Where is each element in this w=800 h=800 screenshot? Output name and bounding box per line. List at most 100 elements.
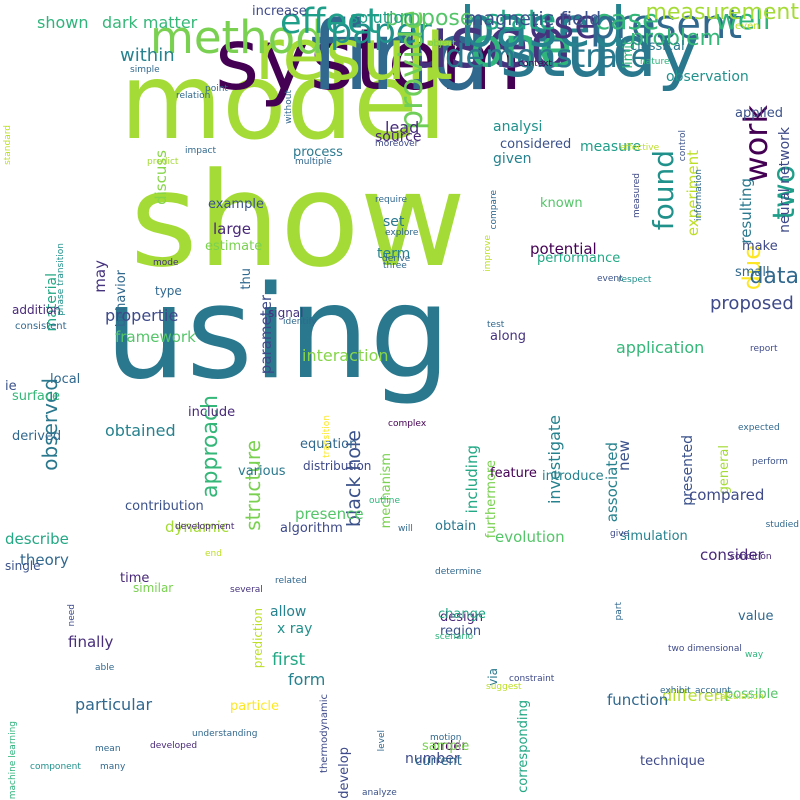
- word-within: within: [120, 45, 175, 66]
- word-x-ray: x ray: [277, 621, 313, 637]
- word-equation: equation: [300, 437, 358, 452]
- word-large: large: [213, 220, 252, 238]
- word-develop: develop: [337, 747, 352, 799]
- word-impact: impact: [185, 146, 216, 156]
- word-evolution: evolution: [495, 528, 565, 546]
- word-obtain: obtain: [435, 519, 477, 534]
- word-analysi: analysi: [493, 119, 543, 135]
- word-found: found: [647, 150, 680, 231]
- word-report: report: [750, 344, 778, 354]
- word-level: level: [377, 730, 387, 752]
- word-transition: transition: [322, 415, 332, 458]
- word-perform: perform: [752, 457, 788, 467]
- word-potential: potential: [530, 240, 597, 258]
- word-presence: presence: [295, 505, 364, 523]
- word-set: set: [383, 214, 405, 230]
- word-find: find: [310, 2, 491, 112]
- word-nature: nature: [640, 57, 670, 67]
- word-thu: thu: [239, 268, 254, 290]
- word-number: number: [405, 751, 460, 767]
- word-ie: ie: [5, 379, 17, 394]
- word-new: new: [615, 440, 633, 472]
- word-time: time: [120, 571, 150, 586]
- word-three: three: [383, 261, 407, 271]
- word-derive: derive: [382, 254, 411, 264]
- word-consistent: consistent: [15, 321, 67, 332]
- word-distribution: distribution: [303, 459, 372, 473]
- word-several: several: [230, 585, 263, 595]
- word-thermodynamic: thermodynamic: [319, 694, 330, 773]
- word-calculation: calculation: [715, 692, 764, 702]
- word-dynamic: dynamic: [165, 518, 230, 536]
- word-phase-transition: phase transition: [56, 243, 66, 316]
- word-context: context: [518, 59, 552, 69]
- word-multiple: multiple: [295, 157, 332, 167]
- word-neural-network: neural network: [777, 127, 793, 233]
- word-function: function: [607, 691, 669, 709]
- word-may: may: [91, 260, 109, 293]
- word-end: end: [205, 549, 222, 559]
- word-two-dimensional: two dimensional: [668, 644, 742, 654]
- word-demonstrate: demonstrate: [445, 37, 651, 75]
- word-shown: shown: [37, 13, 89, 32]
- word-finally: finally: [68, 633, 114, 651]
- word-design: design: [440, 610, 484, 625]
- word-related: related: [275, 576, 307, 586]
- word-show: show: [130, 144, 466, 296]
- word-particle: particle: [230, 699, 280, 714]
- word-data: data: [749, 264, 799, 289]
- word-present: present: [590, 2, 743, 48]
- word-suggest: suggest: [486, 682, 522, 692]
- word-particular: particular: [75, 695, 153, 714]
- word-complex: complex: [388, 419, 427, 429]
- word-addition: addition: [12, 303, 61, 317]
- word-mean: mean: [95, 744, 121, 754]
- word-developed: developed: [150, 741, 198, 751]
- word-use: use: [528, 2, 599, 48]
- word-object: object: [428, 39, 456, 49]
- word-scenario: scenario: [435, 632, 474, 642]
- word-example: example: [208, 197, 264, 212]
- word-investigate: investigate: [545, 415, 564, 505]
- word-part: part: [614, 602, 624, 621]
- word-problem: problem: [630, 26, 722, 51]
- word-propertie: propertie: [105, 306, 179, 325]
- word-given: given: [493, 151, 532, 167]
- word-measured: measured: [632, 173, 642, 218]
- word-along: along: [490, 329, 527, 344]
- word-based: based: [460, 0, 627, 59]
- word-will: will: [398, 524, 413, 534]
- word-technique: technique: [640, 754, 705, 769]
- word-different: different: [662, 686, 730, 705]
- word-lead: lead: [385, 118, 420, 137]
- word-analyze: analyze: [362, 788, 397, 798]
- word-observation: observation: [666, 69, 749, 85]
- word-surface: surface: [12, 389, 61, 404]
- word-identify: identify: [283, 317, 317, 327]
- word-considered: considered: [500, 137, 572, 152]
- word-information: information: [694, 169, 704, 221]
- word-algorithm: algorithm: [280, 521, 343, 536]
- word-value: value: [738, 609, 774, 624]
- word-make: make: [742, 239, 778, 254]
- word-development: development: [175, 522, 235, 532]
- word-obtained: obtained: [105, 421, 176, 440]
- word-classical: classical: [630, 39, 685, 54]
- word-effect: effect: [280, 2, 381, 42]
- word-increase: increase: [252, 4, 307, 19]
- word-propose: propose: [385, 6, 474, 31]
- word-contribution: contribution: [125, 499, 204, 514]
- word-way: way: [745, 650, 764, 660]
- word-known: known: [540, 196, 583, 211]
- word-explore: explore: [385, 228, 419, 238]
- word-study: study: [500, 9, 700, 93]
- word-first: first: [272, 650, 306, 670]
- word-understanding: understanding: [192, 729, 258, 739]
- word-measure: measure: [580, 139, 642, 155]
- word-respect: respect: [618, 275, 652, 285]
- word-moreover: moreover: [375, 139, 419, 149]
- word-measurement: measurement: [645, 0, 799, 25]
- word-case: case: [595, 3, 660, 36]
- word-type: type: [155, 284, 182, 298]
- word-able: able: [95, 663, 115, 673]
